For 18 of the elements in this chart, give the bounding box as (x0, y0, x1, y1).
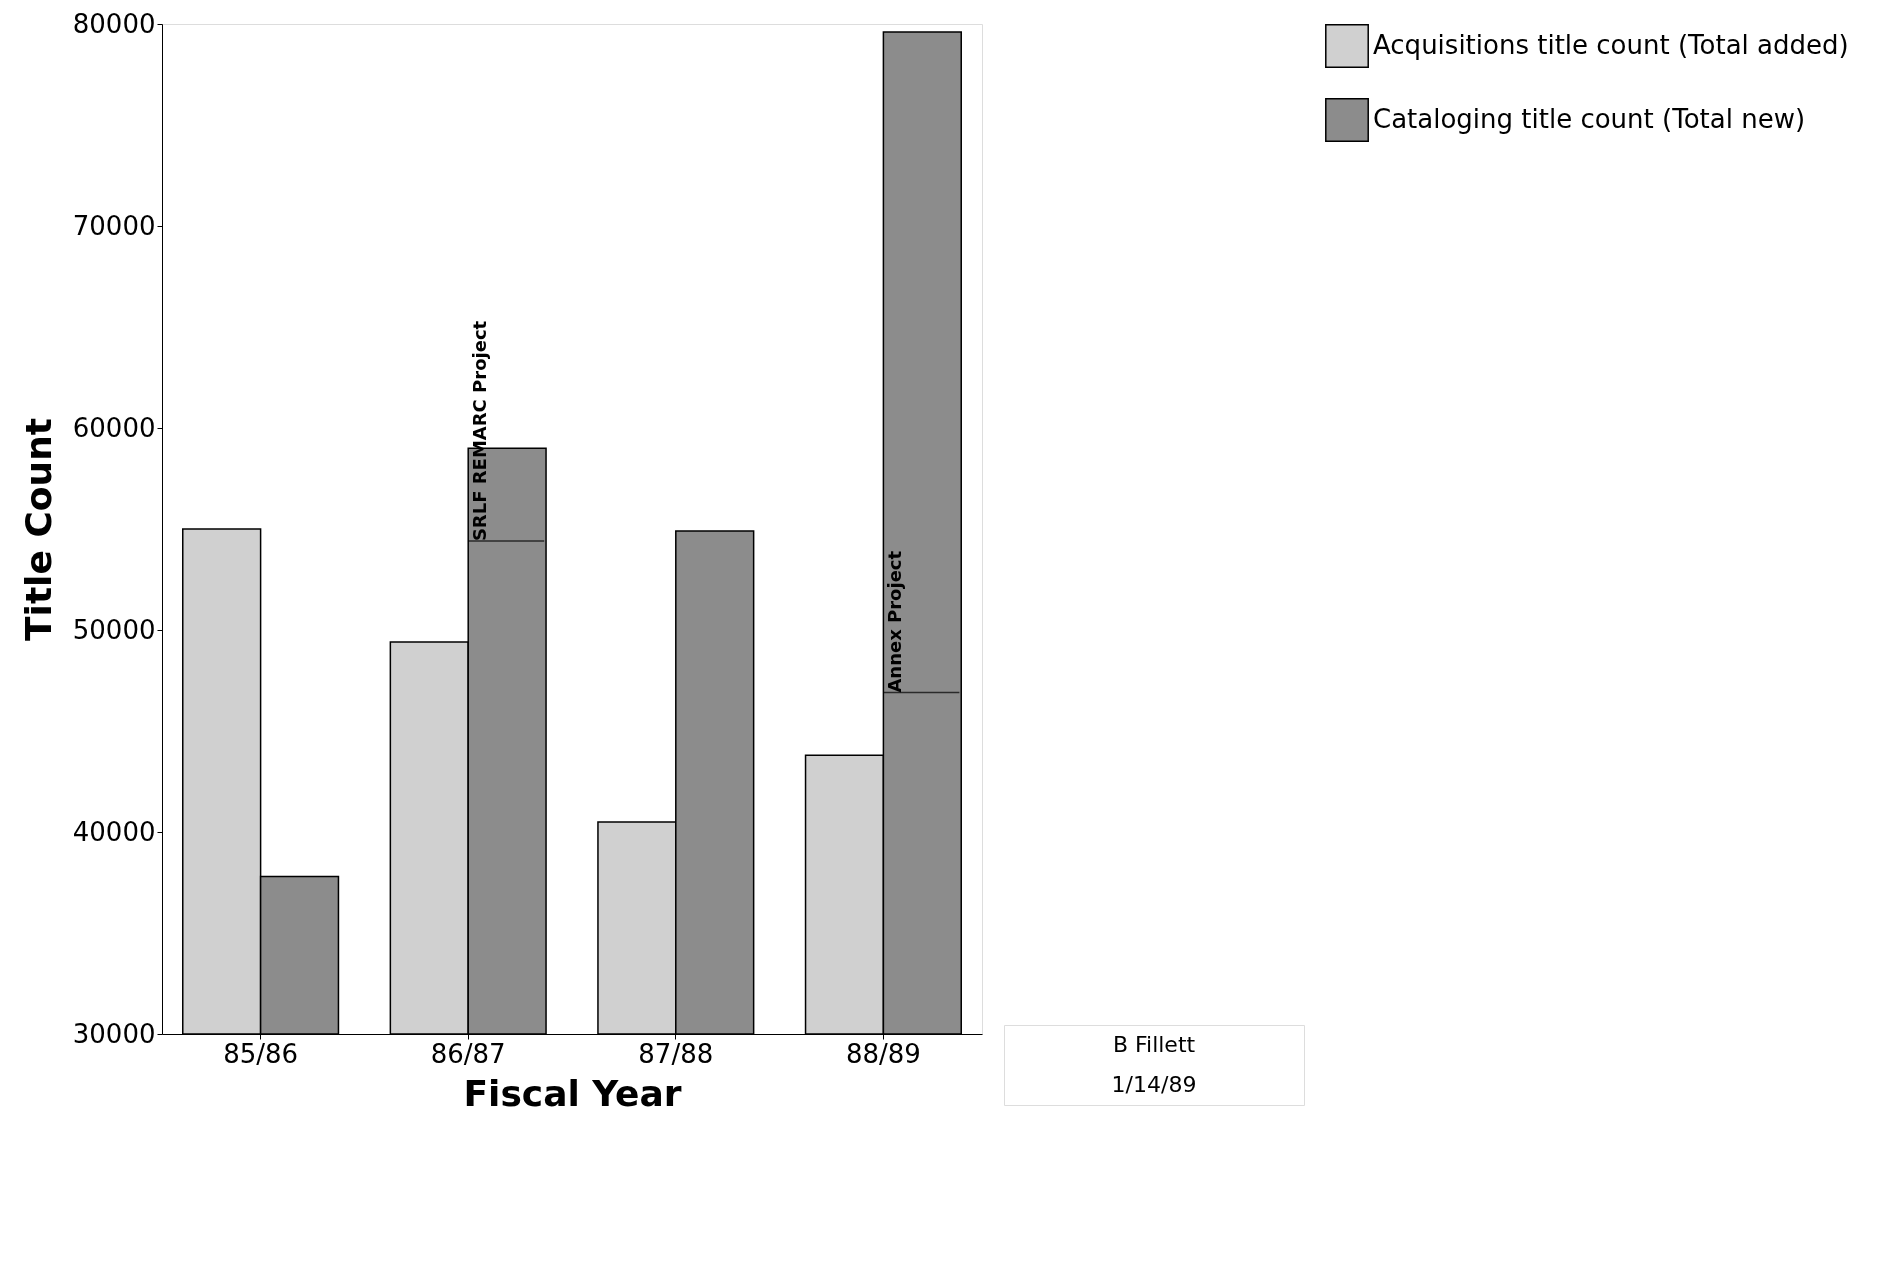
x-tick-label: 85/86 (223, 1038, 299, 1069)
legend-label: Cataloging title count (Total new) (1373, 104, 1806, 134)
text: B Fillett (1112, 1032, 1196, 1057)
x-tick-label: 86/87 (430, 1038, 506, 1069)
legend-label: Acquisitions title count (Total added) (1373, 30, 1849, 60)
x-tick-label: 88/89 (845, 1038, 921, 1069)
y-tick-label: 50000 (72, 614, 156, 645)
annotation: SRLF REMARC Project (469, 320, 491, 542)
x-tick-label: 87/88 (638, 1038, 714, 1069)
text: 1/14/89 (1111, 1072, 1197, 1097)
y-tick-label: 30000 (72, 1018, 156, 1049)
y-tick-label: 40000 (72, 816, 156, 847)
y-axis-title: Title Count (17, 417, 59, 642)
y-tick-label: 70000 (72, 210, 156, 241)
x-axis-title: Fiscal Year (463, 1072, 682, 1114)
annotation: Annex Project (884, 550, 906, 693)
y-tick-label: 60000 (72, 412, 156, 443)
y-tick-label: 80000 (72, 8, 156, 39)
